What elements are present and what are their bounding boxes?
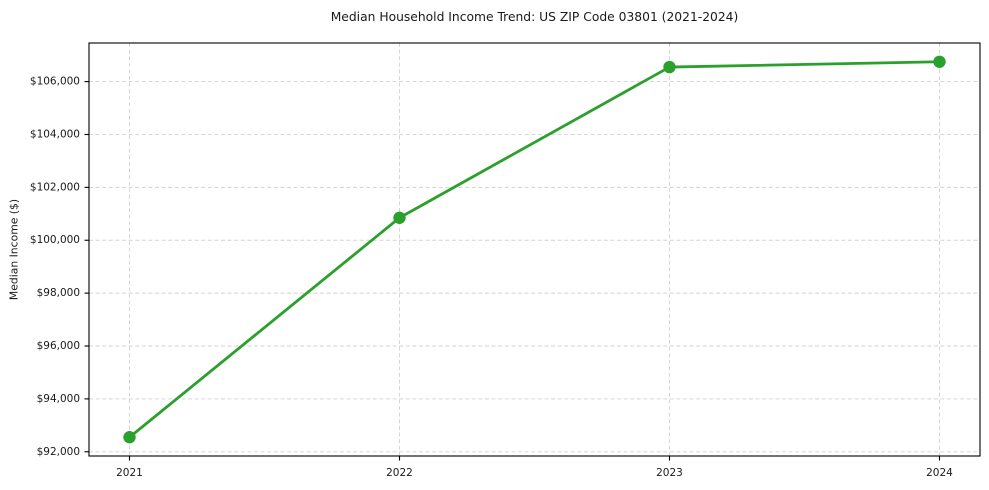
- plot-border: [88, 42, 981, 457]
- y-tick-label: $96,000: [37, 340, 80, 352]
- x-tick-label: 2023: [656, 467, 683, 479]
- x-tick-label: 2024: [926, 467, 953, 479]
- chart-title: Median Household Income Trend: US ZIP Co…: [331, 10, 739, 24]
- data-point-marker: [123, 431, 136, 444]
- data-point-marker: [393, 211, 406, 224]
- data-point-marker: [663, 60, 676, 74]
- axis-layer: $92,000 $94,000 $96,000 $98,000 $100,000 $102…: [30, 42, 981, 479]
- data-point-marker: [933, 55, 946, 68]
- trend-line: [128, 60, 941, 439]
- grid-layer: [89, 43, 980, 456]
- y-tick-label: $102,000: [30, 181, 80, 193]
- y-tick-label: $92,000: [37, 446, 80, 458]
- y-tick-label: $94,000: [37, 393, 80, 405]
- x-tick-label: 2021: [116, 467, 143, 479]
- y-tick-label: $106,000: [30, 76, 80, 88]
- y-axis-label: Median Income ($): [8, 199, 21, 300]
- x-tick-label: 2022: [386, 467, 413, 479]
- y-tick-label: $98,000: [37, 287, 80, 299]
- series-layer: [123, 55, 946, 444]
- y-tick-label: $100,000: [30, 234, 80, 246]
- y-tick-label: $104,000: [30, 128, 80, 140]
